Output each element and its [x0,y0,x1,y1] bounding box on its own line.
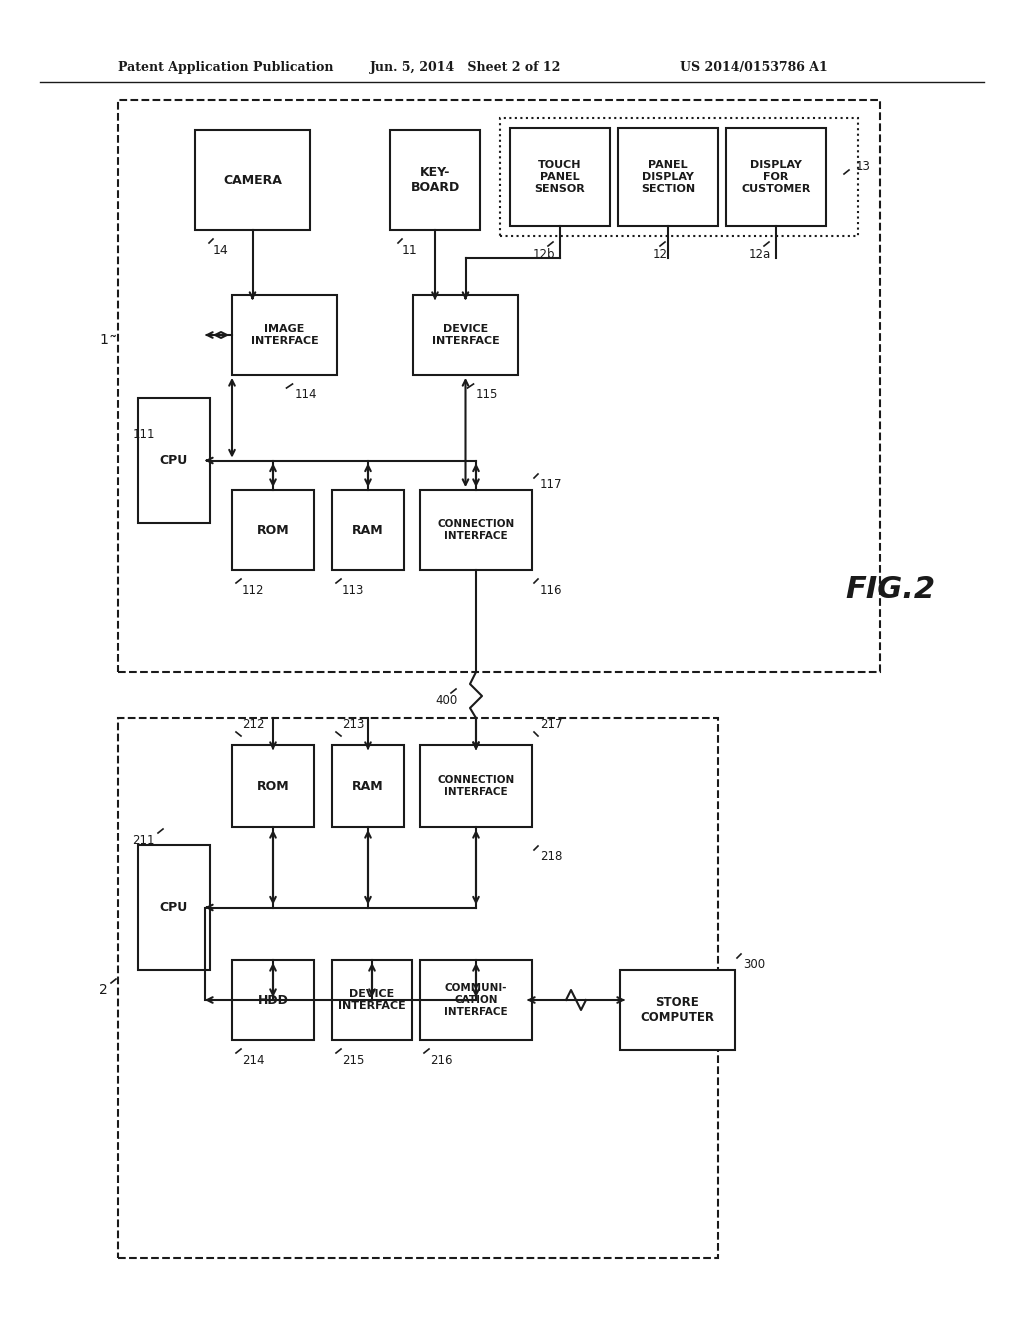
Bar [118,718,718,1258]
Text: KEY-
BOARD: KEY- BOARD [411,166,460,194]
Bar [510,128,610,226]
Text: 216: 216 [430,1053,453,1067]
Bar [195,129,310,230]
Text: DEVICE
INTERFACE: DEVICE INTERFACE [432,325,500,346]
Text: FIG.2: FIG.2 [845,576,935,605]
Text: Patent Application Publication: Patent Application Publication [118,62,334,74]
Bar [118,100,880,672]
Bar [618,128,718,226]
Text: COMMUNI-
CATION
INTERFACE: COMMUNI- CATION INTERFACE [444,983,508,1016]
Bar [726,128,826,226]
Bar [413,294,518,375]
Text: 114: 114 [295,388,317,401]
Text: US 2014/0153786 A1: US 2014/0153786 A1 [680,62,827,74]
Text: 111: 111 [132,429,155,441]
Text: 112: 112 [242,583,264,597]
Text: HDD: HDD [258,994,289,1006]
Bar [390,129,480,230]
Bar [420,744,532,828]
Text: CPU: CPU [160,902,188,913]
Text: 117: 117 [540,479,562,491]
Text: 11: 11 [402,243,418,256]
Text: DISPLAY
FOR
CUSTOMER: DISPLAY FOR CUSTOMER [741,161,811,194]
Bar [332,744,404,828]
Text: 1: 1 [99,333,108,347]
Text: RAM: RAM [352,780,384,792]
Text: 12a: 12a [749,248,771,260]
Text: 211: 211 [132,833,155,846]
Text: DEVICE
INTERFACE: DEVICE INTERFACE [338,989,406,1011]
Text: 215: 215 [342,1053,365,1067]
Text: Jun. 5, 2014   Sheet 2 of 12: Jun. 5, 2014 Sheet 2 of 12 [370,62,561,74]
Text: 12: 12 [653,248,668,260]
Text: ROM: ROM [257,780,290,792]
Bar [138,845,210,970]
Bar [620,970,735,1049]
Text: STORE
COMPUTER: STORE COMPUTER [640,997,715,1024]
Text: 115: 115 [475,388,498,401]
Text: TOUCH
PANEL
SENSOR: TOUCH PANEL SENSOR [535,161,586,194]
Bar [500,117,858,236]
Text: 218: 218 [540,850,562,863]
Text: 116: 116 [540,583,562,597]
Bar [232,490,314,570]
Text: CPU: CPU [160,454,188,467]
Text: 400: 400 [436,693,458,706]
Text: 13: 13 [856,161,870,173]
Bar [420,960,532,1040]
Text: PANEL
DISPLAY
SECTION: PANEL DISPLAY SECTION [641,161,695,194]
Text: IMAGE
INTERFACE: IMAGE INTERFACE [251,325,318,346]
Text: CONNECTION
INTERFACE: CONNECTION INTERFACE [437,519,515,541]
Bar [232,960,314,1040]
Bar [232,744,314,828]
Bar [420,490,532,570]
Text: 113: 113 [342,583,365,597]
Bar [332,490,404,570]
Text: RAM: RAM [352,524,384,536]
Text: 2: 2 [99,983,108,997]
Text: 12b: 12b [532,248,555,260]
Text: 213: 213 [342,718,365,731]
Text: CONNECTION
INTERFACE: CONNECTION INTERFACE [437,775,515,797]
Bar [138,399,210,523]
Text: 300: 300 [743,958,765,972]
Text: ˜: ˜ [109,335,117,352]
Text: CAMERA: CAMERA [223,173,282,186]
Text: 217: 217 [540,718,562,731]
Text: 212: 212 [242,718,264,731]
Text: ROM: ROM [257,524,290,536]
Bar [332,960,412,1040]
Text: 14: 14 [213,243,228,256]
Bar [232,294,337,375]
Text: 214: 214 [242,1053,264,1067]
